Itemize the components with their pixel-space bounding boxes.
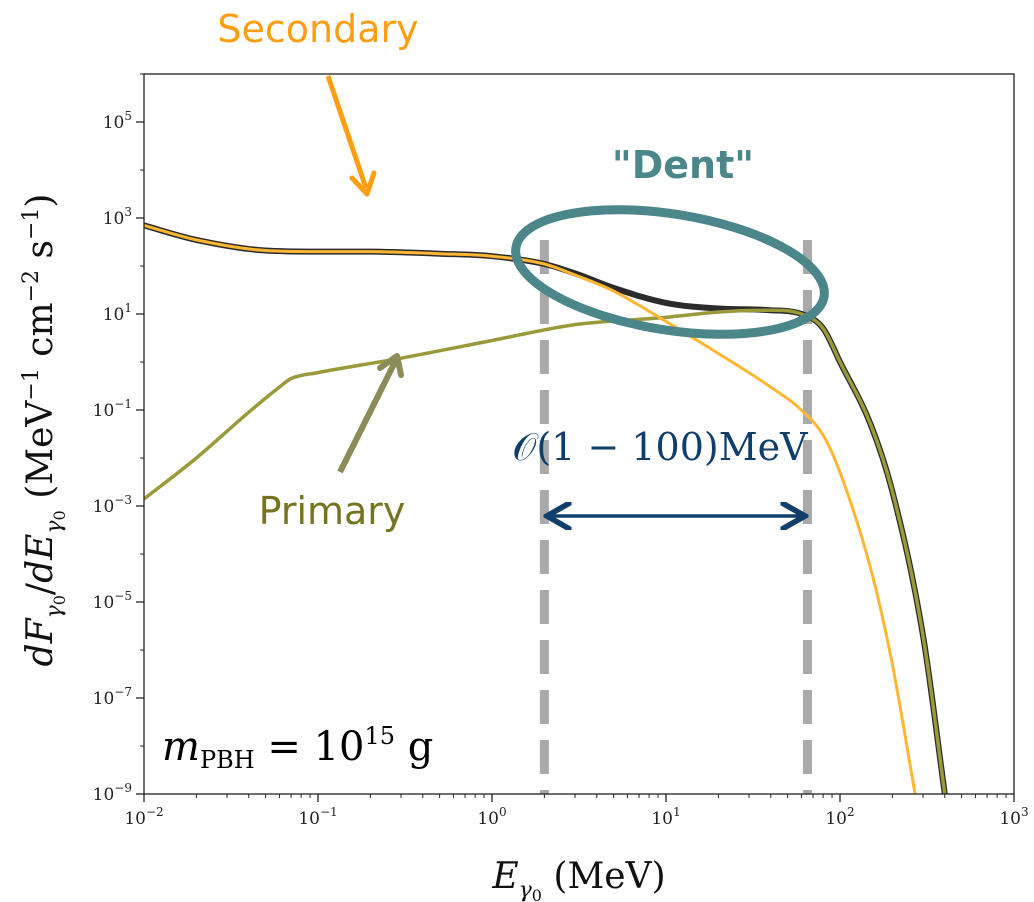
primary-label: Primary (259, 489, 406, 533)
curves (144, 222, 948, 794)
plot-background (144, 74, 1014, 794)
y-tick-label: 103 (103, 205, 132, 229)
y-tick-label: 105 (103, 109, 132, 133)
y-tick-label: 10−5 (93, 589, 132, 613)
dent-ellipse (511, 205, 829, 339)
primary-arrow-head (377, 353, 404, 378)
secondary-spectrum-line (144, 223, 917, 794)
y-tick-label: 10−7 (93, 685, 132, 709)
secondary-arrow-head (349, 170, 377, 197)
x-tick-label: 103 (999, 805, 1028, 829)
y-tick-label: 10−1 (93, 397, 132, 421)
primary-arrow-shaft (337, 358, 399, 474)
annotations: "Dent" Secondary Primary 𝒪(1 − 100)MeV mPBH … (162, 7, 829, 774)
secondary-arrow-shaft (325, 75, 369, 189)
plot-frame (143, 73, 1015, 795)
x-axis-title: Eγ0 (MeV) (491, 856, 665, 902)
secondary-label: Secondary (217, 7, 418, 51)
range-label: 𝒪(1 − 100)MeV (512, 425, 808, 469)
x-tick-label: 10−1 (298, 805, 337, 829)
y-tick-label: 101 (103, 301, 132, 325)
x-tick-label: 100 (477, 805, 506, 829)
axis-ticks: 10−2 10−1 100 101 102 103 10−9 10−7 10−5 10−3 10−1… (93, 73, 1029, 829)
y-tick-label: 10−3 (93, 493, 132, 517)
x-tick-label: 10−2 (124, 805, 163, 829)
mass-label: mPBH = 1015 g (162, 722, 433, 774)
x-tick-label: 101 (651, 805, 680, 829)
y-tick-label: 10−9 (93, 781, 132, 805)
x-tick-label: 102 (825, 805, 854, 829)
primary-spectrum-line (144, 308, 947, 794)
y-axis-title: dFγ0/dEγ0 (MeV−1 cm−2 s−1) (19, 194, 69, 667)
dent-label: "Dent" (612, 143, 754, 187)
